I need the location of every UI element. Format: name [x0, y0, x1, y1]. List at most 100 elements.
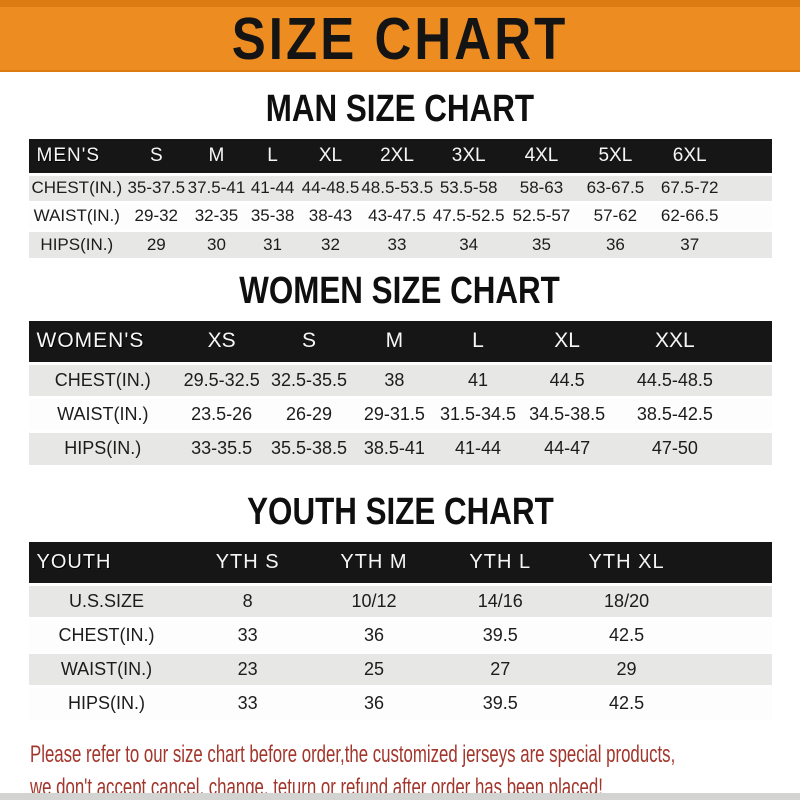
women-hips-row: HIPS(IN.) 33-35.5 35.5-38.5 38.5-41 41-4… — [28, 429, 772, 465]
cell: 47-50 — [615, 429, 735, 465]
spacer-cell — [726, 200, 772, 230]
bottom-strip — [0, 793, 800, 800]
spacer-cell — [689, 684, 772, 720]
cell: 37.5-41 — [187, 172, 246, 202]
women-section-title-text: WOMEN SIZE CHART — [239, 268, 561, 312]
youth-chest-row: CHEST(IN.) 33 36 39.5 42.5 — [28, 616, 772, 652]
men-col-header-6xl: 6XL — [652, 139, 727, 174]
spacer-cell — [726, 172, 772, 202]
men-section: MAN SIZE CHART MEN'S S M L XL 2XL 3XL 4X… — [0, 87, 800, 258]
youth-ussize-row: U.S.SIZE 8 10/12 14/16 18/20 — [28, 582, 772, 618]
cell: 33 — [361, 228, 433, 258]
men-waist-row: WAIST(IN.) 29-32 32-35 35-38 38-43 43-47… — [28, 200, 772, 230]
youth-hips-row: HIPS(IN.) 33 36 39.5 42.5 — [28, 684, 772, 720]
cell: 38.5-41 — [351, 429, 438, 465]
spacer-cell — [689, 650, 772, 686]
row-label: HIPS(IN.) — [28, 429, 178, 465]
youth-section: YOUTH SIZE CHART YOUTH YTH S YTH M YTH L… — [0, 489, 800, 720]
cell: 52.5-57 — [504, 200, 579, 230]
youth-col-header-m: YTH M — [310, 542, 438, 584]
spacer-cell — [689, 582, 772, 618]
women-chest-row: CHEST(IN.) 29.5-32.5 32.5-35.5 38 41 44.… — [28, 361, 772, 397]
cell: 42.5 — [563, 684, 690, 720]
cell: 44.5-48.5 — [615, 361, 735, 397]
women-size-table: WOMEN'S XS S M L XL XXL CHEST(IN.) 29.5-… — [28, 321, 772, 465]
youth-size-table: YOUTH YTH S YTH M YTH L YTH XL U.S.SIZE … — [28, 542, 772, 720]
cell: 10/12 — [310, 582, 438, 618]
men-col-header-3xl: 3XL — [432, 139, 505, 174]
cell: 34.5-38.5 — [518, 395, 616, 431]
cell: 38-43 — [299, 200, 362, 230]
row-label: CHEST(IN.) — [28, 172, 126, 202]
cell: 58-63 — [504, 172, 579, 202]
cell: 36 — [310, 684, 438, 720]
spacer-cell — [734, 321, 772, 363]
cell: 26-29 — [266, 395, 352, 431]
cell: 63-67.5 — [578, 172, 653, 202]
cell: 35-38 — [245, 200, 300, 230]
cell: 14/16 — [437, 582, 564, 618]
cell: 47.5-52.5 — [432, 200, 505, 230]
women-waist-row: WAIST(IN.) 23.5-26 26-29 29-31.5 31.5-34… — [28, 395, 772, 431]
cell: 38 — [351, 361, 438, 397]
women-col-header-l: L — [437, 321, 519, 363]
row-label: WAIST(IN.) — [28, 395, 178, 431]
youth-col-header-xl: YTH XL — [563, 542, 690, 584]
cell: 37 — [652, 228, 727, 258]
cell: 31 — [245, 228, 300, 258]
cell: 44-47 — [518, 429, 616, 465]
cell: 44-48.5 — [299, 172, 362, 202]
men-chest-row: CHEST(IN.) 35-37.5 37.5-41 41-44 44-48.5… — [28, 172, 772, 202]
cell: 29 — [563, 650, 690, 686]
men-col-header-m: M — [187, 139, 246, 174]
men-hips-row: HIPS(IN.) 29 30 31 32 33 34 35 36 37 — [28, 228, 772, 258]
women-col-header-xxl: XXL — [615, 321, 735, 363]
cell: 29 — [125, 228, 188, 258]
cell: 39.5 — [437, 684, 564, 720]
footer-note: Please refer to our size chart before or… — [30, 738, 800, 804]
spacer-cell — [726, 139, 772, 174]
spacer-cell — [726, 228, 772, 258]
cell: 44.5 — [518, 361, 616, 397]
row-label: WAIST(IN.) — [28, 200, 126, 230]
cell: 8 — [184, 582, 311, 618]
women-col-header-s: S — [266, 321, 352, 363]
cell: 34 — [432, 228, 505, 258]
men-size-table: MEN'S S M L XL 2XL 3XL 4XL 5XL 6XL CHEST… — [28, 139, 772, 258]
women-col-header-xl: XL — [518, 321, 616, 363]
cell: 41-44 — [437, 429, 519, 465]
youth-section-title-text: YOUTH SIZE CHART — [246, 489, 554, 533]
men-col-header-xl: XL — [299, 139, 362, 174]
women-header-row: WOMEN'S XS S M L XL XXL — [28, 321, 772, 363]
youth-header-row: YOUTH YTH S YTH M YTH L YTH XL — [28, 542, 772, 584]
cell: 29-32 — [125, 200, 188, 230]
cell: 36 — [578, 228, 653, 258]
cell: 32.5-35.5 — [266, 361, 352, 397]
men-col-header-4xl: 4XL — [504, 139, 579, 174]
row-label: HIPS(IN.) — [28, 684, 185, 720]
cell: 53.5-58 — [432, 172, 505, 202]
men-section-title: MAN SIZE CHART — [0, 87, 800, 129]
women-corner-label: WOMEN'S — [28, 321, 178, 363]
spacer-cell — [689, 542, 772, 584]
row-label: CHEST(IN.) — [28, 616, 185, 652]
row-label: HIPS(IN.) — [28, 228, 126, 258]
cell: 31.5-34.5 — [437, 395, 519, 431]
cell: 41 — [437, 361, 519, 397]
cell: 48.5-53.5 — [361, 172, 433, 202]
row-label: WAIST(IN.) — [28, 650, 185, 686]
cell: 38.5-42.5 — [615, 395, 735, 431]
cell: 18/20 — [563, 582, 690, 618]
banner: SIZE CHART — [0, 0, 800, 72]
spacer-cell — [734, 429, 772, 465]
youth-corner-label: YOUTH — [28, 542, 185, 584]
cell: 41-44 — [245, 172, 300, 202]
men-section-title-text: MAN SIZE CHART — [265, 86, 535, 130]
cell: 42.5 — [563, 616, 690, 652]
youth-col-header-l: YTH L — [437, 542, 564, 584]
youth-waist-row: WAIST(IN.) 23 25 27 29 — [28, 650, 772, 686]
cell: 29.5-32.5 — [177, 361, 267, 397]
cell: 62-66.5 — [652, 200, 727, 230]
cell: 39.5 — [437, 616, 564, 652]
